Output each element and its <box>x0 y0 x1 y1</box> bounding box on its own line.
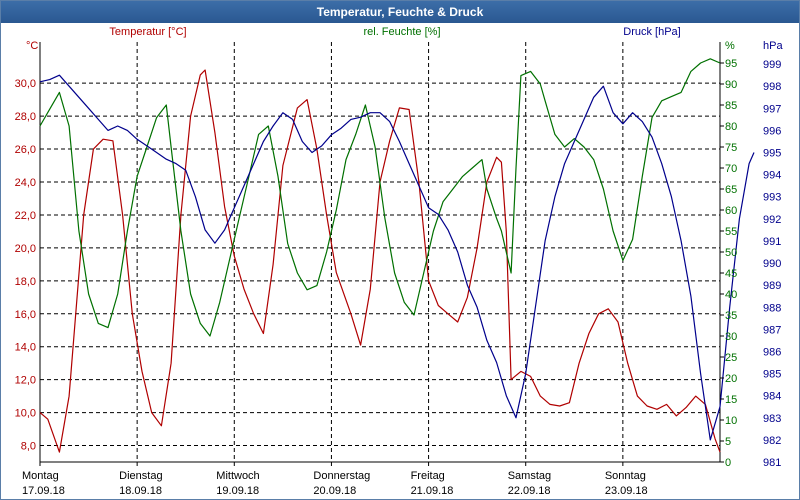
temperature-series-label: Temperatur [°C] <box>109 26 186 38</box>
temperature-line <box>39 69 721 453</box>
grid <box>40 42 720 462</box>
humidity-tick-label: 50 <box>725 247 737 259</box>
humidity-tick-label: 70 <box>725 163 737 175</box>
humidity-tick-label: 35 <box>725 310 737 322</box>
weekday-label: Dienstag <box>119 470 162 482</box>
pressure-tick-label: 988 <box>763 302 781 314</box>
temperature-tick-label: 16,0 <box>15 309 36 321</box>
pressure-tick-label: 994 <box>763 170 781 182</box>
humidity-tick-label: 75 <box>725 142 737 154</box>
temperature-tick-label: 10,0 <box>15 408 36 420</box>
pressure-tick-label: 999 <box>763 59 781 71</box>
humidity-tick-label: 25 <box>725 352 737 364</box>
temperature-unit-label: °C <box>26 40 38 52</box>
humidity-tick-label: 60 <box>725 205 737 217</box>
pressure-line-group <box>39 74 755 441</box>
series-headers: °C Temperatur [°C] rel. Feuchte [%] Druc… <box>26 26 783 52</box>
humidity-tick-label: 65 <box>725 184 737 196</box>
weekday-label: Mittwoch <box>216 470 259 482</box>
pressure-tick-label: 983 <box>763 413 781 425</box>
pressure-tick-label: 998 <box>763 81 781 93</box>
x-axis-labels: Montag 17.09.18 Dienstag 18.09.18 Mittwoch 19… <box>22 462 648 497</box>
pressure-tick-label: 996 <box>763 125 781 137</box>
humidity-tick-label: 95 <box>725 58 737 70</box>
weekday-label: Montag <box>22 470 59 482</box>
pressure-tick-label: 982 <box>763 435 781 447</box>
pressure-tick-label: 987 <box>763 324 781 336</box>
date-label: 18.09.18 <box>119 485 162 497</box>
humidity-tick-label: 15 <box>725 394 737 406</box>
date-label: 20.09.18 <box>313 485 356 497</box>
date-label: 17.09.18 <box>22 485 65 497</box>
humidity-tick-label: 40 <box>725 289 737 301</box>
weekday-label: Donnerstag <box>313 470 370 482</box>
date-label: 22.09.18 <box>508 485 551 497</box>
pressure-unit-label: hPa <box>763 40 783 52</box>
pressure-tick-label: 991 <box>763 236 781 248</box>
date-label: 23.09.18 <box>605 485 648 497</box>
series-layer <box>39 58 755 453</box>
humidity-tick-label: 30 <box>725 331 737 343</box>
temperature-tick-label: 12,0 <box>15 375 36 387</box>
humidity-line-group <box>39 58 721 337</box>
humidity-tick-label: 45 <box>725 268 737 280</box>
date-label: 19.09.18 <box>216 485 259 497</box>
pressure-axis-ticks: 999 998 997 996 995 994 993 992 991 990 989 988 987 9… <box>763 59 781 469</box>
humidity-tick-label: 5 <box>725 436 731 448</box>
pressure-tick-label: 992 <box>763 214 781 226</box>
weekday-label: Sonntag <box>605 470 646 482</box>
humidity-tick-label: 55 <box>725 226 737 238</box>
humidity-tick-label: 0 <box>725 457 731 469</box>
window-title: Temperatur, Feuchte & Druck <box>1 1 799 23</box>
humidity-tick-label: 85 <box>725 100 737 112</box>
temperature-tick-label: 22,0 <box>15 210 36 222</box>
humidity-unit-label: % <box>725 40 735 52</box>
humidity-tick-label: 80 <box>725 121 737 133</box>
pressure-tick-label: 985 <box>763 369 781 381</box>
temperature-tick-label: 24,0 <box>15 177 36 189</box>
temperature-tick-label: 18,0 <box>15 276 36 288</box>
pressure-tick-label: 993 <box>763 192 781 204</box>
temperature-tick-label: 26,0 <box>15 144 36 156</box>
humidity-tick-label: 10 <box>725 415 737 427</box>
humidity-tick-label: 20 <box>725 373 737 385</box>
pressure-tick-label: 981 <box>763 457 781 469</box>
humidity-tick-label: 90 <box>725 79 737 91</box>
pressure-tick-label: 986 <box>763 346 781 358</box>
temperature-line-group <box>39 69 721 453</box>
pressure-line <box>39 74 755 441</box>
pressure-tick-label: 990 <box>763 258 781 270</box>
date-label: 21.09.18 <box>411 485 454 497</box>
pressure-series-label: Druck [hPa] <box>623 26 680 38</box>
pressure-tick-label: 995 <box>763 148 781 160</box>
temperature-tick-label: 8,0 <box>21 441 36 453</box>
weekday-label: Samstag <box>508 470 551 482</box>
temperature-tick-label: 28,0 <box>15 111 36 123</box>
humidity-line <box>39 58 721 337</box>
pressure-tick-label: 997 <box>763 103 781 115</box>
pressure-tick-label: 984 <box>763 391 781 403</box>
temperature-tick-label: 30,0 <box>15 78 36 90</box>
pressure-tick-label: 989 <box>763 280 781 292</box>
temperature-tick-label: 14,0 <box>15 342 36 354</box>
plot-frame <box>39 42 721 463</box>
weekday-label: Freitag <box>411 470 445 482</box>
temperature-tick-label: 20,0 <box>15 243 36 255</box>
humidity-series-label: rel. Feuchte [%] <box>363 26 440 38</box>
temperature-axis-ticks: 30,0 28,0 26,0 24,0 22,0 20,0 18,0 16,0 14,0 12,0… <box>15 78 36 452</box>
